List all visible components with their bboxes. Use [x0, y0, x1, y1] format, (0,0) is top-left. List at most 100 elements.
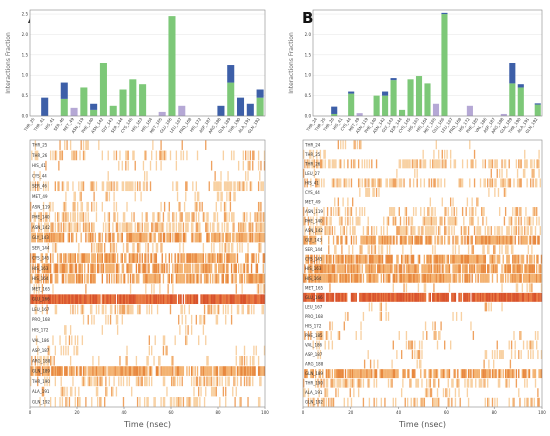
a-heat-row-label: SER_46 — [32, 184, 47, 189]
a-heat-row-label: VAL_186 — [32, 338, 50, 343]
b-bar-his-163-0 — [415, 76, 423, 116]
a-heat-row-thr-26 — [31, 150, 266, 161]
b-heat-row-label: ALA_191 — [305, 390, 323, 395]
a-heat-row-label: THR_26 — [31, 153, 48, 158]
b-heat-row-label: THR_26 — [304, 161, 321, 166]
b-bar-ytick-label: 1.5 — [305, 52, 312, 57]
b-bar-cys-44-0 — [348, 93, 355, 116]
a-bar-gln-192-1 — [256, 89, 264, 98]
b-bar-phe-140-0 — [373, 95, 380, 116]
a-bar-thr-190-1 — [236, 97, 245, 116]
a-heat-row-label: ASN_119 — [32, 204, 50, 209]
a-heat-row-asn-142 — [31, 222, 266, 233]
a-heat-row-label: CYS_44 — [32, 173, 47, 178]
b-bar-met-49-2 — [356, 113, 363, 116]
b-heat-row-label: HIS_41 — [305, 180, 319, 185]
b-heat-row-label: MET_165 — [305, 285, 324, 290]
a-heat-row-label: THR_190 — [31, 379, 50, 384]
b-bar-his-172-2 — [466, 105, 473, 116]
a-bar-thr-41-1 — [41, 97, 49, 116]
b-heat-xtick-label: 60 — [444, 410, 450, 415]
a-bar-gln-189-1 — [227, 65, 235, 83]
b-bar-his-164-0 — [424, 83, 431, 116]
a-bar-gly-143-0 — [109, 105, 117, 116]
a-heat-xlabel: Time (nsec) — [123, 420, 171, 429]
a-bar-leu-167-2 — [178, 105, 186, 116]
b-bar-gly-143-0 — [390, 80, 397, 116]
b-heat-row-label: VAL_186 — [305, 343, 323, 348]
a-heat-row-label: CYS_145 — [32, 256, 50, 261]
b-heat-row-label: ASN_142 — [305, 228, 323, 233]
b-heat-row-met-165 — [329, 283, 543, 293]
a-heat-row-his-163 — [30, 263, 264, 274]
b-bar-thr-190-1 — [517, 84, 524, 88]
b-heat-row-label: CYS_145 — [305, 257, 323, 262]
b-bar-ytick-label: 0.5 — [305, 93, 312, 98]
a-heat-row-cys-145 — [30, 253, 266, 263]
b-heat-row-label: THR_24 — [304, 142, 321, 147]
a-heat-row-gln-189 — [30, 366, 266, 376]
b-heat-row-leu-27 — [303, 168, 540, 178]
a-heat-xtick-label: 40 — [121, 410, 127, 415]
a-bar-phe-140-1 — [90, 103, 98, 110]
a-bar-met-49-2 — [70, 107, 78, 116]
a-heat-row-leu-167 — [34, 304, 264, 315]
b-heat-xtick-label: 0 — [302, 410, 305, 415]
a-heat-row-label: PRO_168 — [32, 317, 50, 322]
a-heat-row-label: MET_165 — [32, 286, 51, 291]
b-heat-row-his-172 — [329, 321, 472, 331]
a-heat-row-glu-166 — [30, 294, 266, 305]
b-bar-thr-26-0 — [331, 113, 338, 116]
a-heat-row-label: HIS_163 — [32, 266, 49, 271]
a-bar-ser-46-1 — [60, 82, 68, 99]
b-heat-row-label: ASP_187 — [305, 352, 323, 357]
b-heat-row-label: LEU_27 — [305, 171, 320, 176]
b-bar-ytick-label: 2.5 — [305, 12, 312, 17]
b-heat-row-label: GLY_143 — [305, 238, 322, 243]
b-heat-row-label: ARG_188 — [305, 362, 324, 367]
a-bar-ala-191-1 — [246, 103, 254, 116]
panel-a: A 0.00.51.01.52.02.5THR_25THR_41HIS_41SE… — [5, 9, 269, 429]
a-bar-glu-166-0 — [168, 16, 176, 116]
a-heat-row-label: THR_25 — [31, 143, 48, 148]
b-heat-row-leu-167 — [368, 302, 503, 312]
b-bar-met-165-2 — [432, 103, 440, 116]
a-heat-frame — [29, 139, 266, 408]
b-bar-gln-189-1 — [509, 63, 516, 84]
a-heat-row-phe-140 — [30, 212, 266, 222]
a-heat-row-label: HIS_172 — [32, 327, 49, 332]
b-heat-row-thr-26 — [304, 159, 540, 169]
b-heat-xlabel: Time (nsec) — [398, 420, 446, 429]
panel-b-heatmap: THR_24 THR_25 THR_26 LEU_27 HIS_41 CYS_44 MET_… — [302, 139, 546, 429]
a-heat-row-val-186 — [35, 335, 207, 346]
panel-b: B 0.0 0.5 1.0 1.5 2.0 2.5 THR_24 THR_25 THR_26 HI… — [288, 9, 546, 429]
b-heat-row-thr-25 — [303, 149, 540, 159]
b-bar-ytick-label: 1.0 — [305, 73, 312, 78]
a-heat-row-met-49 — [65, 191, 236, 202]
b-bar-arg-188-2 — [500, 113, 507, 116]
a-heat-row-label: ASN_142 — [32, 225, 50, 230]
a-heat-row-label: SER_144 — [32, 245, 50, 250]
b-heat-row-label: LEU_167 — [305, 304, 323, 309]
a-heat-row-label: HIS_164 — [32, 276, 49, 281]
b-bar-ser-144-0 — [399, 109, 406, 116]
a-bar-ytick-label: 2.0 — [22, 32, 29, 37]
a-bar-gln-189-0 — [227, 82, 235, 116]
b-heat-row-glu-166 — [303, 292, 543, 302]
a-heat-row-pro-168 — [82, 314, 233, 325]
b-heat-row-label: HIS_172 — [305, 323, 322, 328]
a-heat-row-asp-187 — [37, 345, 266, 356]
b-heat-row-cys-44 — [359, 187, 507, 197]
a-heat-row-arg-188 — [31, 355, 260, 366]
a-heat-row-his-164 — [30, 273, 266, 284]
b-heat-row-phe-185 — [304, 331, 539, 340]
a-heat-xtick-label: 0 — [29, 410, 32, 415]
b-heat-row-thr-190 — [303, 378, 537, 388]
a-heat-row-his-172 — [64, 325, 205, 335]
a-heat-row-gln-192 — [39, 397, 261, 407]
b-heat-row-asp-187 — [317, 350, 543, 360]
b-bar-gln-189-0 — [509, 83, 516, 116]
b-bar-ylabel: Interactions Fraction — [288, 32, 295, 94]
a-heat-row-label: ALA_191 — [32, 389, 50, 394]
a-heat-row-thr-190 — [30, 376, 262, 387]
